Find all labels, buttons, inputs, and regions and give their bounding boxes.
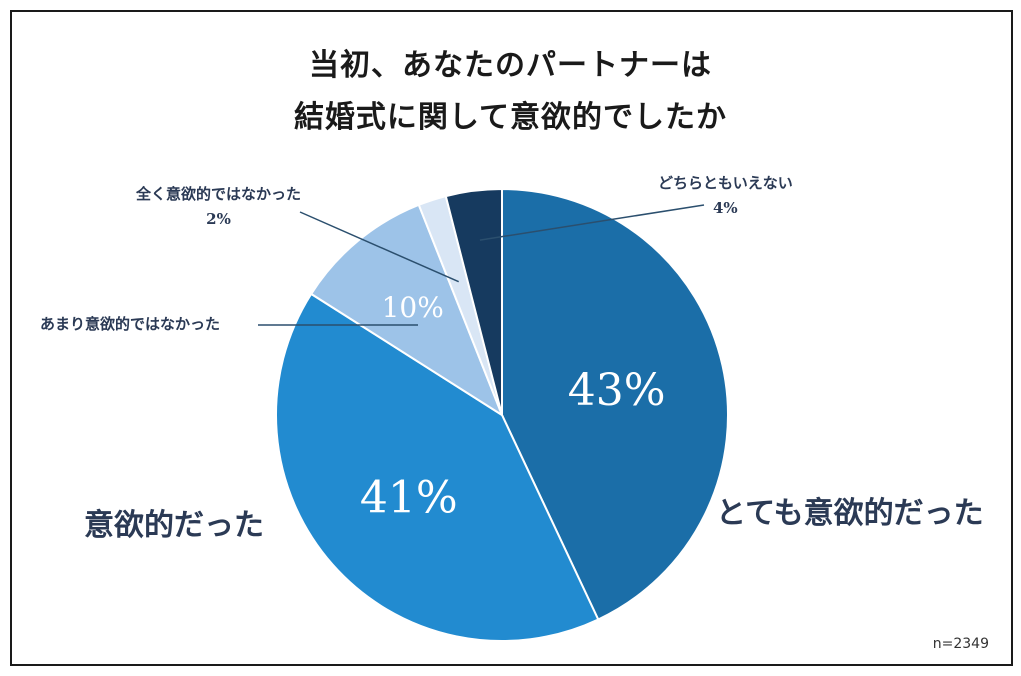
leader-line-not-at-all <box>299 211 460 283</box>
chart-frame <box>10 10 1013 666</box>
leader-line-neutral <box>479 204 705 241</box>
pie-slice-motivated <box>275 292 600 642</box>
label-motivated: 意欲的だった <box>84 508 264 543</box>
pie-slice-very <box>501 187 729 621</box>
pct-label-motivated: 41% <box>360 473 458 524</box>
label-not-at-all-pct: 2% <box>206 210 231 228</box>
chart-title-line1: 当初、あなたのパートナーは <box>309 48 712 83</box>
label-not-at-all-text: 全く意欲的ではなかった <box>136 185 302 203</box>
label-very-motivated: とても意欲的だった <box>716 496 984 531</box>
label-not-at-all-motivated: 全く意欲的ではなかった 2% <box>136 183 301 228</box>
pie-slice-not_very <box>309 203 505 418</box>
pct-label-not_very: 10% <box>382 291 444 324</box>
pct-label-very: 43% <box>568 365 666 416</box>
pie-slice-neutral <box>444 187 503 416</box>
label-neutral-pct: 4% <box>713 199 738 217</box>
label-neutral: どちらともいえない 4% <box>658 172 793 217</box>
chart-title-line2: 結婚式に関して意欲的でしたか <box>293 100 728 135</box>
sample-size-note: n=2349 <box>932 636 989 652</box>
label-neutral-text: どちらともいえない <box>658 174 793 192</box>
label-not-very-motivated: あまり意欲的ではなかった <box>40 315 221 333</box>
